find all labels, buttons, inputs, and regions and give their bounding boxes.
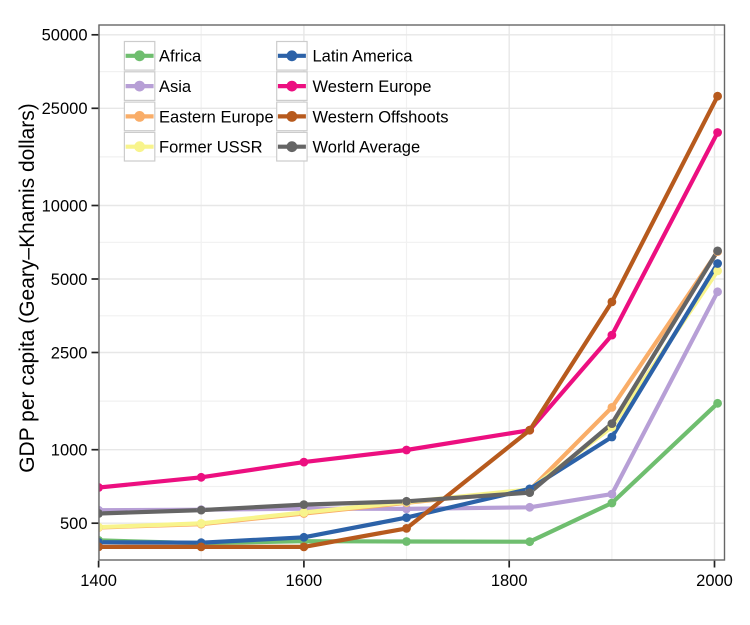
svg-text:50000: 50000	[42, 27, 88, 45]
svg-text:Western Europe: Western Europe	[313, 78, 432, 96]
svg-text:5000: 5000	[51, 271, 88, 289]
svg-text:GDP per capita (Geary–Khamis d: GDP per capita (Geary–Khamis dollars)	[16, 103, 39, 473]
svg-text:1000: 1000	[51, 442, 88, 460]
svg-text:Africa: Africa	[159, 48, 202, 66]
svg-text:World Average: World Average	[313, 139, 421, 157]
svg-text:Former USSR: Former USSR	[159, 139, 263, 157]
svg-text:2500: 2500	[51, 344, 88, 362]
svg-text:10000: 10000	[42, 197, 88, 215]
svg-text:500: 500	[60, 515, 88, 533]
svg-text:1400: 1400	[80, 572, 117, 590]
svg-text:Eastern Europe: Eastern Europe	[159, 108, 274, 126]
svg-text:25000: 25000	[42, 100, 88, 118]
svg-text:1600: 1600	[286, 572, 323, 590]
svg-text:1800: 1800	[491, 572, 528, 590]
svg-text:Latin America: Latin America	[313, 48, 414, 66]
svg-text:Asia: Asia	[159, 78, 192, 96]
svg-text:2000: 2000	[696, 572, 733, 590]
svg-text:Western Offshoots: Western Offshoots	[313, 108, 449, 126]
